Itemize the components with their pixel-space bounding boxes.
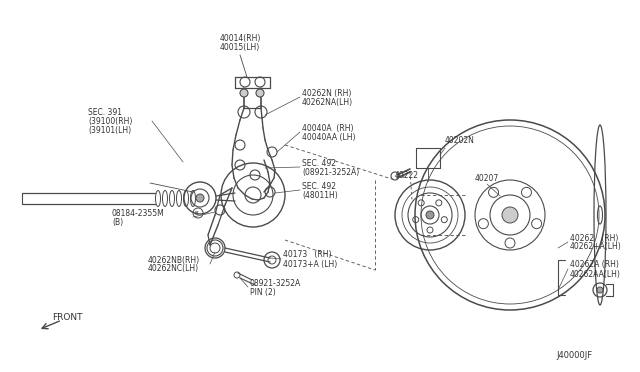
Text: 40202N: 40202N [445, 135, 475, 144]
Text: (39101(LH): (39101(LH) [88, 125, 131, 135]
Text: 40207: 40207 [475, 173, 499, 183]
Text: 40262+A(LH): 40262+A(LH) [570, 243, 621, 251]
Text: 40222: 40222 [395, 170, 419, 180]
Circle shape [426, 211, 434, 219]
Text: 40262NA(LH): 40262NA(LH) [302, 97, 353, 106]
Text: B: B [194, 211, 198, 215]
Text: 40262   (RH): 40262 (RH) [570, 234, 618, 243]
Text: 40262N (RH): 40262N (RH) [302, 89, 351, 97]
Text: 40015(LH): 40015(LH) [220, 42, 260, 51]
Text: SEC. 492: SEC. 492 [302, 158, 336, 167]
Text: 40173   (RH): 40173 (RH) [283, 250, 332, 260]
Text: 40262NB(RH): 40262NB(RH) [148, 256, 200, 264]
Circle shape [240, 89, 248, 97]
Text: J40000JF: J40000JF [556, 350, 592, 359]
Text: SEC. 492: SEC. 492 [302, 182, 336, 190]
Text: 40262A (RH): 40262A (RH) [570, 260, 619, 269]
Text: 40262NC(LH): 40262NC(LH) [148, 264, 199, 273]
Text: 08184-2355M: 08184-2355M [112, 208, 164, 218]
Text: (39100(RH): (39100(RH) [88, 116, 132, 125]
Circle shape [502, 207, 518, 223]
Circle shape [256, 89, 264, 97]
Text: FRONT: FRONT [52, 314, 83, 323]
Circle shape [196, 194, 204, 202]
Text: (48011H): (48011H) [302, 190, 338, 199]
Text: 40014(RH): 40014(RH) [220, 33, 261, 42]
Text: (08921-3252A): (08921-3252A) [302, 167, 359, 176]
Text: 08921-3252A: 08921-3252A [250, 279, 301, 288]
Text: 40173+A (LH): 40173+A (LH) [283, 260, 337, 269]
Circle shape [597, 287, 603, 293]
Text: PIN (2): PIN (2) [250, 288, 276, 296]
Text: 40040AA (LH): 40040AA (LH) [302, 132, 355, 141]
Text: SEC. 391: SEC. 391 [88, 108, 122, 116]
Text: (B): (B) [112, 218, 123, 227]
Text: 40040A  (RH): 40040A (RH) [302, 124, 353, 132]
Text: 40262AA(LH): 40262AA(LH) [570, 269, 621, 279]
